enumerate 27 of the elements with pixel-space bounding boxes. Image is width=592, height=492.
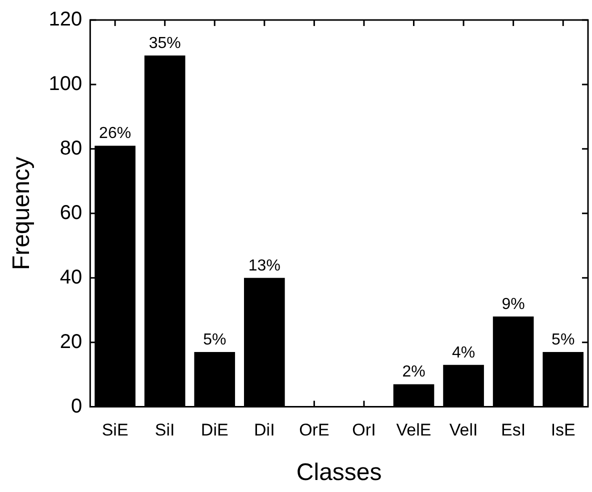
y-tick-label: 120: [48, 8, 82, 31]
x-tick-label: OrE: [299, 420, 330, 440]
y-tick-label: 40: [60, 266, 82, 288]
y-tick-label: 20: [60, 330, 82, 353]
annotation: 35%: [148, 34, 181, 52]
x-tick-label: VelI: [449, 420, 478, 440]
x-tick-label: IsE: [550, 420, 576, 440]
annotation: 4%: [452, 344, 476, 362]
y-tick-label: 100: [48, 72, 82, 95]
x-axis-title: Classes: [296, 459, 382, 486]
y-tick-label: 80: [60, 137, 82, 160]
x-tick-label: SiI: [154, 420, 175, 440]
y-tick-label: 60: [60, 202, 82, 224]
x-tick-label: VelE: [396, 420, 432, 440]
annotation: 26%: [99, 125, 132, 142]
annotation: 5%: [552, 331, 575, 348]
x-tick-label: OrI: [352, 420, 376, 440]
x-tick-label: SiE: [102, 420, 128, 440]
annotation: 9%: [502, 296, 525, 313]
x-tick-label: DiE: [200, 420, 228, 440]
y-axis-title: Frequency: [8, 156, 36, 270]
annotation: 13%: [248, 257, 280, 274]
annotation: 5%: [203, 331, 226, 348]
y-tick-label: 0: [71, 395, 82, 418]
x-tick-label: DiI: [254, 420, 275, 440]
x-tick-label: EsI: [501, 420, 526, 440]
annotation: 2%: [402, 364, 426, 381]
